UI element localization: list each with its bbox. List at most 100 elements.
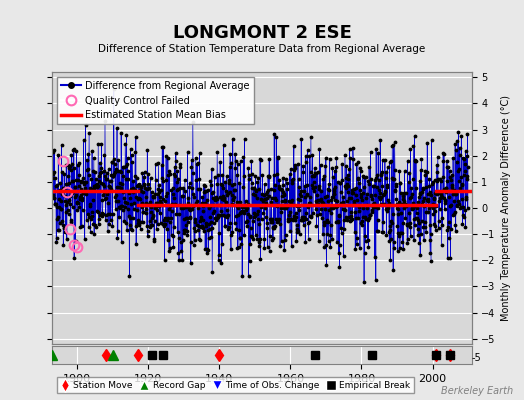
- Point: [146, 198, 154, 205]
- Point: [89, 197, 97, 204]
- Point: [331, 167, 339, 174]
- Point: [212, 216, 220, 223]
- Point: [228, 135, 237, 142]
- Point: [461, 224, 470, 230]
- Point: [99, 211, 107, 218]
- Point: [458, 221, 467, 228]
- Point: [181, 176, 189, 183]
- Point: [412, 185, 420, 192]
- Point: [155, 202, 163, 209]
- Point: [227, 246, 235, 252]
- Point: [276, 186, 284, 192]
- Point: [204, 227, 212, 233]
- Point: [423, 140, 431, 146]
- Point: [100, 152, 108, 158]
- Point: [97, 168, 105, 175]
- Point: [361, 233, 369, 240]
- Point: [281, 196, 289, 203]
- Point: [166, 245, 174, 251]
- Point: [96, 165, 105, 171]
- Point: [397, 230, 405, 236]
- Point: [414, 232, 422, 238]
- Point: [192, 200, 201, 206]
- Point: [320, 172, 328, 179]
- Point: [255, 186, 264, 192]
- Point: [391, 188, 399, 194]
- Point: [241, 204, 249, 210]
- Point: [216, 159, 224, 165]
- Point: [395, 167, 403, 174]
- Point: [52, 239, 60, 246]
- Point: [253, 178, 261, 185]
- Point: [446, 202, 454, 209]
- Point: [185, 214, 194, 220]
- Point: [310, 173, 319, 179]
- Point: [407, 233, 415, 239]
- Point: [296, 230, 304, 237]
- Point: [406, 220, 414, 226]
- Point: [254, 175, 263, 181]
- Point: [63, 199, 72, 206]
- Point: [372, 204, 380, 211]
- Point: [52, 234, 61, 241]
- Point: [394, 248, 402, 254]
- Point: [241, 203, 249, 209]
- Point: [222, 192, 231, 198]
- Point: [172, 210, 181, 217]
- Point: [230, 187, 238, 193]
- Point: [104, 166, 113, 172]
- Point: [373, 172, 381, 178]
- Point: [212, 215, 220, 222]
- Point: [195, 176, 203, 182]
- Point: [157, 187, 166, 194]
- Point: [170, 195, 178, 202]
- Point: [392, 196, 400, 202]
- Point: [308, 182, 316, 188]
- Point: [318, 215, 326, 222]
- Point: [269, 172, 278, 179]
- Point: [294, 161, 302, 168]
- Point: [402, 202, 410, 209]
- Point: [456, 185, 464, 191]
- Point: [133, 175, 141, 181]
- Point: [156, 200, 165, 206]
- Point: [61, 208, 70, 215]
- Point: [426, 188, 434, 195]
- Point: [359, 173, 367, 180]
- Point: [292, 238, 300, 244]
- Point: [355, 208, 363, 214]
- Point: [309, 185, 318, 191]
- Point: [252, 232, 260, 238]
- Point: [400, 198, 409, 204]
- Point: [301, 194, 309, 200]
- Point: [270, 225, 278, 231]
- Point: [204, 186, 212, 193]
- Point: [452, 191, 461, 198]
- Point: [397, 190, 406, 196]
- Point: [431, 208, 439, 214]
- Point: [121, 199, 129, 205]
- Point: [323, 217, 331, 224]
- Point: [406, 195, 414, 201]
- Point: [122, 220, 130, 226]
- Point: [187, 239, 195, 246]
- Point: [242, 198, 250, 204]
- Point: [193, 160, 202, 166]
- Point: [147, 222, 155, 228]
- Point: [389, 238, 398, 245]
- Point: [154, 191, 162, 197]
- Point: [138, 170, 147, 176]
- Point: [55, 227, 63, 234]
- Point: [377, 172, 385, 178]
- Point: [294, 228, 302, 234]
- Point: [172, 178, 181, 185]
- Point: [445, 218, 453, 225]
- Point: [375, 187, 384, 193]
- Point: [161, 193, 170, 199]
- Point: [413, 216, 422, 223]
- Point: [292, 228, 301, 235]
- Point: [394, 206, 402, 212]
- Point: [428, 200, 436, 207]
- Point: [297, 136, 305, 143]
- Point: [75, 160, 83, 166]
